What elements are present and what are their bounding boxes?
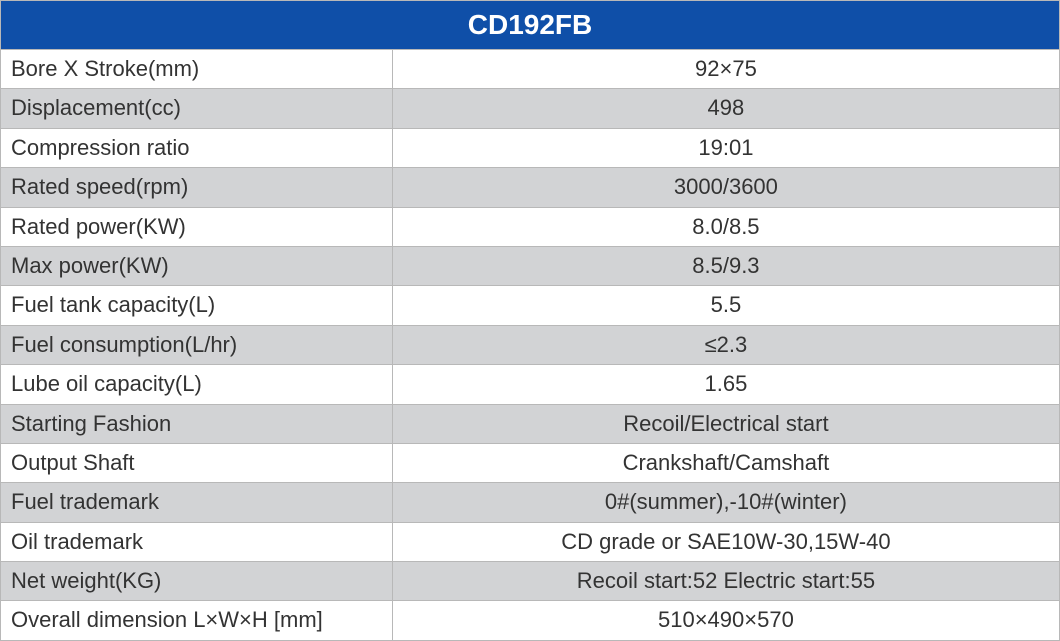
- spec-label: Bore X Stroke(mm): [1, 50, 393, 89]
- spec-value: Recoil start:52 Electric start:55: [392, 562, 1059, 601]
- spec-label: Output Shaft: [1, 443, 393, 482]
- spec-table-body: Bore X Stroke(mm)92×75Displacement(cc)49…: [1, 50, 1060, 641]
- table-row: Rated speed(rpm)3000/3600: [1, 168, 1060, 207]
- spec-table: CD192FB Bore X Stroke(mm)92×75Displaceme…: [0, 0, 1060, 641]
- spec-label: Fuel trademark: [1, 483, 393, 522]
- spec-label: Compression ratio: [1, 128, 393, 167]
- spec-label: Rated speed(rpm): [1, 168, 393, 207]
- spec-label: Fuel consumption(L/hr): [1, 325, 393, 364]
- spec-value: ≤2.3: [392, 325, 1059, 364]
- table-row: Rated power(KW)8.0/8.5: [1, 207, 1060, 246]
- spec-value: 1.65: [392, 365, 1059, 404]
- spec-value: 8.0/8.5: [392, 207, 1059, 246]
- spec-value: 5.5: [392, 286, 1059, 325]
- table-row: Net weight(KG)Recoil start:52 Electric s…: [1, 562, 1060, 601]
- spec-label: Lube oil capacity(L): [1, 365, 393, 404]
- table-row: Fuel tank capacity(L)5.5: [1, 286, 1060, 325]
- spec-label: Displacement(cc): [1, 89, 393, 128]
- spec-value: 3000/3600: [392, 168, 1059, 207]
- table-row: Displacement(cc)498: [1, 89, 1060, 128]
- spec-value: Recoil/Electrical start: [392, 404, 1059, 443]
- table-row: Oil trademarkCD grade or SAE10W-30,15W-4…: [1, 522, 1060, 561]
- spec-label: Rated power(KW): [1, 207, 393, 246]
- table-title: CD192FB: [1, 1, 1060, 50]
- spec-value: CD grade or SAE10W-30,15W-40: [392, 522, 1059, 561]
- spec-label: Net weight(KG): [1, 562, 393, 601]
- table-row: Fuel consumption(L/hr)≤2.3: [1, 325, 1060, 364]
- table-row: Output ShaftCrankshaft/Camshaft: [1, 443, 1060, 482]
- spec-label: Fuel tank capacity(L): [1, 286, 393, 325]
- table-row: Bore X Stroke(mm)92×75: [1, 50, 1060, 89]
- table-row: Lube oil capacity(L)1.65: [1, 365, 1060, 404]
- table-row: Compression ratio19:01: [1, 128, 1060, 167]
- table-row: Max power(KW)8.5/9.3: [1, 246, 1060, 285]
- spec-label: Max power(KW): [1, 246, 393, 285]
- spec-value: 0#(summer),-10#(winter): [392, 483, 1059, 522]
- spec-value: Crankshaft/Camshaft: [392, 443, 1059, 482]
- spec-value: 19:01: [392, 128, 1059, 167]
- table-row: Starting FashionRecoil/Electrical start: [1, 404, 1060, 443]
- spec-label: Oil trademark: [1, 522, 393, 561]
- table-row: Fuel trademark0#(summer),-10#(winter): [1, 483, 1060, 522]
- spec-value: 498: [392, 89, 1059, 128]
- spec-value: 8.5/9.3: [392, 246, 1059, 285]
- spec-value: 92×75: [392, 50, 1059, 89]
- spec-label: Starting Fashion: [1, 404, 393, 443]
